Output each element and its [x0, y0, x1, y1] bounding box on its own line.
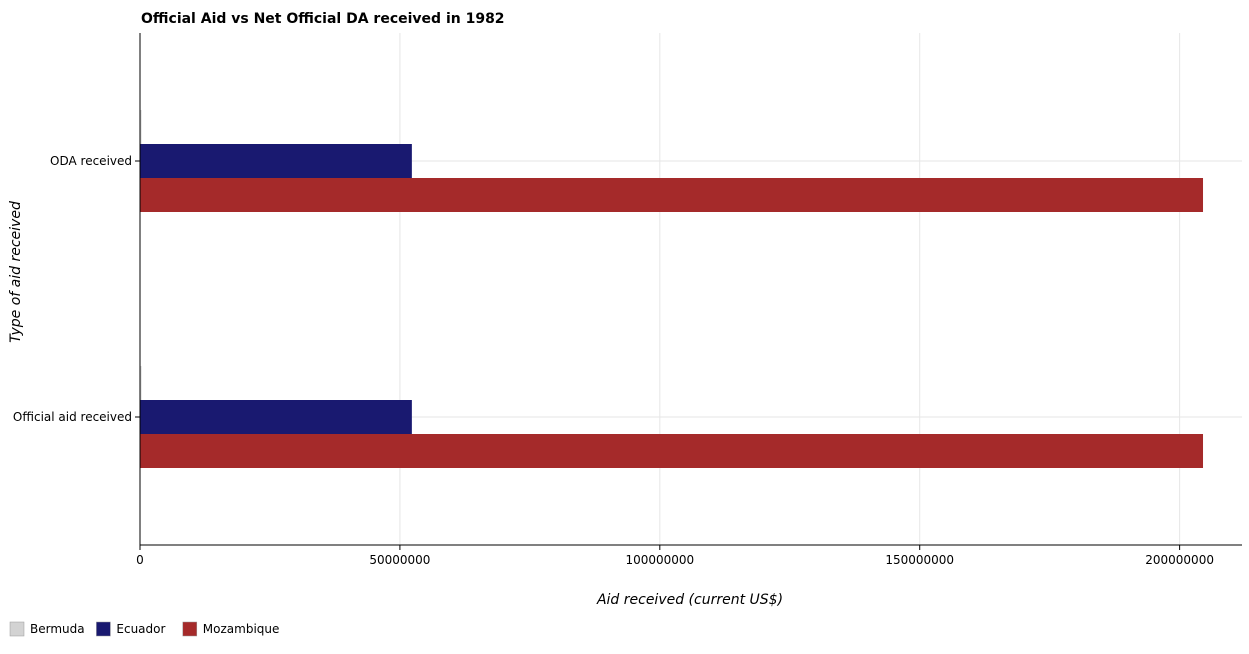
x-axis-label: Aid received (current US$) [596, 592, 783, 608]
x-tick-label: 150000000 [885, 553, 954, 567]
legend-label-bermuda: Bermuda [30, 622, 85, 636]
bar-mozambique [140, 434, 1204, 468]
bar-bermuda [140, 110, 142, 144]
x-tick-label: 200000000 [1145, 553, 1214, 567]
gridlines [139, 33, 1242, 545]
bar-bermuda [140, 366, 142, 400]
chart-title: Official Aid vs Net Official DA received… [141, 11, 505, 27]
y-axis-label: Type of aid received [8, 201, 24, 343]
legend: Bermuda Ecuador Mozambique [9, 621, 280, 637]
x-tick-label: 50000000 [369, 553, 430, 567]
bar-ecuador [140, 400, 412, 434]
y-tick-label: ODA received [50, 154, 132, 168]
bar-ecuador [140, 144, 412, 178]
y-tick-label: Official aid received [13, 410, 132, 424]
bar-mozambique [140, 178, 1204, 212]
legend-label-mozambique: Mozambique [203, 622, 280, 636]
legend-swatch-bermuda [9, 621, 25, 637]
ticks: 0 50000000 100000000 150000000 200000000 Offi… [13, 154, 1214, 567]
axes [139, 33, 1242, 546]
legend-label-ecuador: Ecuador [116, 622, 165, 636]
x-tick-label: 100000000 [625, 553, 694, 567]
legend-swatch-ecuador [96, 621, 111, 637]
x-tick-label: 0 [136, 553, 144, 567]
legend-swatch-mozambique [182, 621, 198, 637]
bars [140, 110, 1204, 468]
